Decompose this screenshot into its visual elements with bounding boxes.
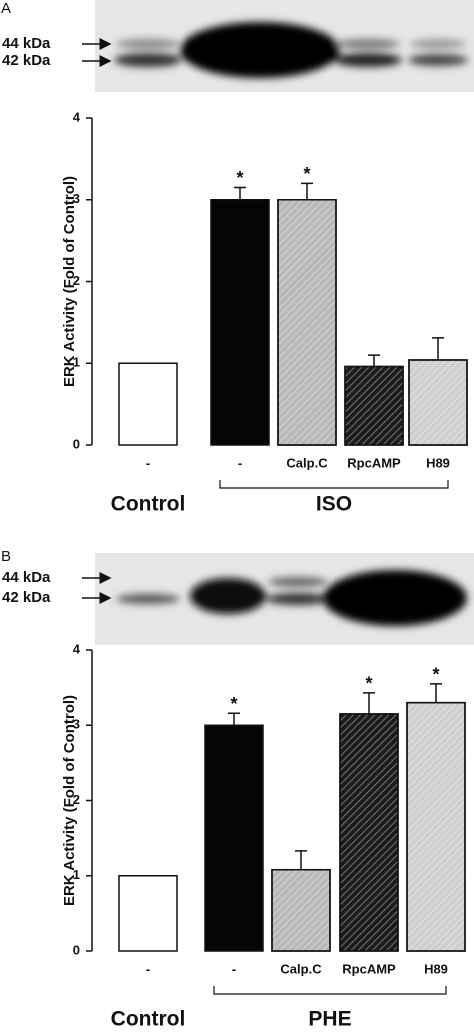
y-tick-label: 0 [73,942,80,957]
error-bar [432,337,444,360]
blot-label: 44 kDa [2,35,51,52]
x-tick-label: RpcAMP [342,961,396,976]
x-tick-label: RpcAMP [347,455,401,470]
group-label: Control [111,493,186,516]
bar-hatch [271,868,331,952]
bar-hatch [344,365,404,446]
blot-label: 44 kDa [2,569,51,586]
x-tick-label: - [232,961,236,976]
bar [210,199,270,446]
x-tick-label: Calp.C [280,961,322,976]
error-bar [301,182,313,200]
bar [204,724,264,952]
y-axis-title: ERK Activity (Fold of Control) [61,176,78,387]
blot-label: 42 kDa [2,589,51,606]
y-tick-label: 1 [73,355,80,370]
group-label: PHE [308,1008,351,1031]
significance-mark: * [303,164,310,184]
error-bar [228,712,240,726]
x-tick-label: Calp.C [286,455,328,470]
panel-label: A [1,0,11,17]
significance-mark: * [230,694,237,714]
blot-b [82,553,474,645]
significance-mark: * [365,674,372,694]
bar-hatch [406,701,466,952]
bar [118,875,178,952]
y-tick-label: 3 [73,717,80,732]
panel-label: B [1,548,11,565]
error-bar [368,354,380,367]
x-tick-label: - [146,455,150,470]
y-tick-label: 2 [73,792,80,807]
y-tick-label: 3 [73,191,80,206]
x-tick-label: - [146,961,150,976]
group-label: Control [111,1008,186,1031]
x-tick-label: - [238,455,242,470]
y-tick-label: 2 [73,273,80,288]
x-tick-label: H89 [424,961,448,976]
bar-hatch [277,199,337,446]
y-axis-title: ERK Activity (Fold of Control) [61,695,78,906]
bar-hatch [408,359,468,446]
group-bracket [219,480,449,489]
bar [118,362,178,446]
y-tick-label: 4 [73,109,81,124]
blot-label: 42 kDa [2,52,51,69]
x-tick-label: H89 [426,455,450,470]
group-bracket [213,986,447,995]
y-tick-label: 1 [73,867,80,882]
bar-hatch [339,713,399,952]
y-tick-label: 4 [73,641,81,656]
blot-a [82,0,474,92]
y-tick-label: 0 [73,436,80,451]
error-bar [430,683,442,703]
group-label: ISO [316,493,352,516]
error-bar [363,692,375,714]
significance-mark: * [432,665,439,685]
error-bar [234,186,246,200]
significance-mark: * [236,168,243,188]
error-bar [295,850,307,870]
